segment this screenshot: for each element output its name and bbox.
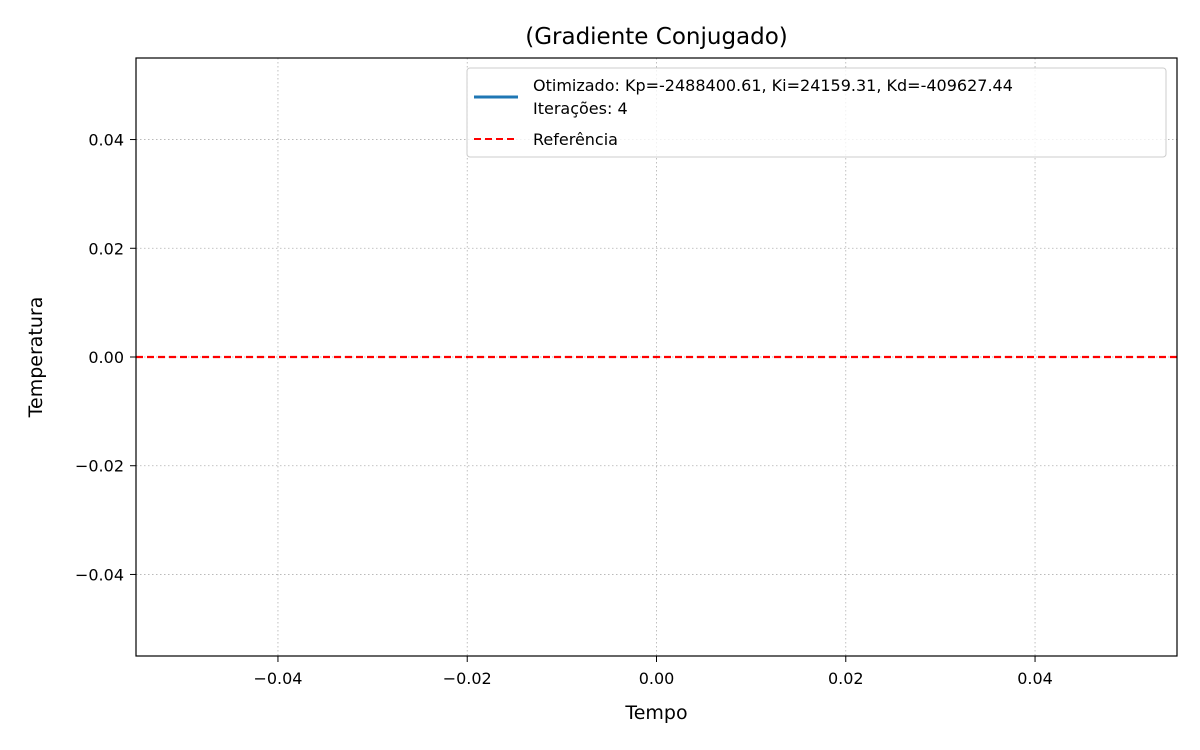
legend-label-reference: Referência xyxy=(533,130,618,149)
x-tick-label: −0.04 xyxy=(253,669,302,688)
y-axis: −0.04 −0.02 0.00 0.02 0.04 xyxy=(75,131,136,584)
y-tick-label: 0.04 xyxy=(88,131,124,150)
legend-box xyxy=(466,67,1167,158)
x-tick-label: 0.04 xyxy=(1017,669,1053,688)
legend-label-optimized: Otimizado: Kp=-2488400.61, Ki=24159.31, … xyxy=(533,76,1013,95)
x-tick-label: −0.02 xyxy=(443,669,492,688)
y-tick-label: 0.02 xyxy=(88,239,124,258)
y-tick-label: 0.00 xyxy=(88,348,124,367)
y-axis-title: Temperatura xyxy=(25,297,47,419)
y-tick-label: −0.04 xyxy=(75,565,124,584)
x-axis-title: Tempo xyxy=(624,702,687,724)
legend: Otimizado: Kp=-2488400.61, Ki=24159.31, … xyxy=(466,67,1167,158)
y-tick-label: −0.02 xyxy=(75,457,124,476)
x-tick-label: 0.02 xyxy=(828,669,864,688)
chart-title: (Gradiente Conjugado) xyxy=(525,24,788,50)
x-axis: −0.04 −0.02 0.00 0.02 0.04 xyxy=(253,656,1053,688)
x-tick-label: 0.00 xyxy=(639,669,675,688)
legend-label-iterations: Iterações: 4 xyxy=(533,99,628,118)
